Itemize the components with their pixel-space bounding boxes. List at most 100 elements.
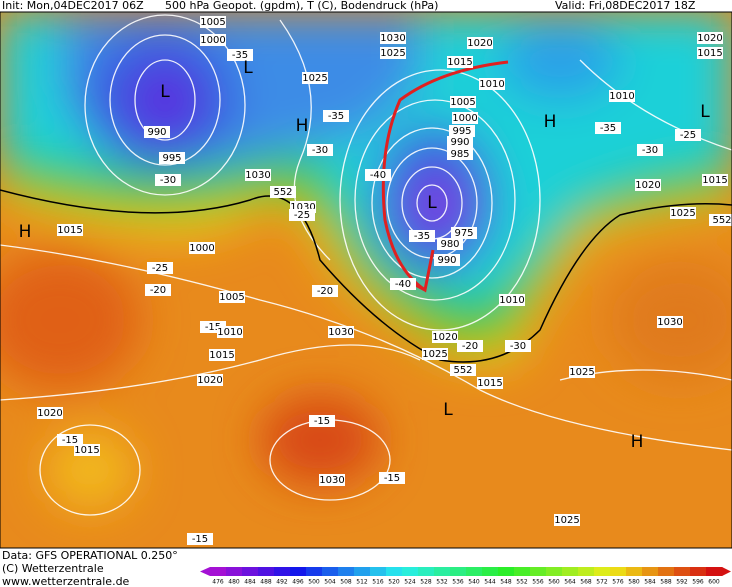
colorbar-label: 524	[404, 579, 416, 586]
colorbar-label: 600	[708, 579, 720, 586]
contour-label: 1020	[432, 332, 457, 343]
colorbar-cell	[626, 567, 643, 576]
colorbar-label: 544	[484, 579, 496, 586]
contour-label: 1030	[657, 317, 682, 328]
contour-label: -40	[370, 170, 386, 181]
label-box	[37, 407, 63, 419]
contour-label: 990	[147, 127, 166, 138]
contour-label: 1020	[37, 408, 62, 419]
label-box	[319, 474, 345, 486]
contour-label: 990	[437, 255, 456, 266]
contour-label: -15	[62, 435, 78, 446]
label-box	[451, 227, 477, 239]
label-box	[449, 125, 475, 137]
contour-label: 1000	[200, 35, 225, 46]
label-box	[452, 112, 478, 124]
label-box	[409, 230, 435, 242]
contour-label: 1020	[467, 38, 492, 49]
label-box	[219, 291, 245, 303]
contour-label: 1025	[302, 73, 327, 84]
colorbar-cell	[210, 567, 227, 576]
colorbar-cell	[498, 567, 515, 576]
colorbar-label: 500	[308, 579, 320, 586]
label-box	[200, 16, 226, 28]
label-box	[307, 144, 333, 156]
colorbar-label: 492	[276, 579, 288, 586]
colorbar-label: 528	[420, 579, 432, 586]
label-box	[187, 533, 213, 545]
contour-label: 1015	[74, 445, 99, 456]
label-box	[467, 37, 493, 49]
contour-label: 1025	[380, 48, 405, 59]
label-box	[323, 110, 349, 122]
init-time: Init: Mon,04DEC2017 06Z	[2, 0, 144, 12]
contour-label: 1015	[477, 378, 502, 389]
colorbar-label: 516	[372, 579, 384, 586]
colorbar-cell	[610, 567, 627, 576]
colorbar-label: 576	[612, 579, 624, 586]
contour-label: 552	[273, 187, 292, 198]
colorbar-cell	[578, 567, 595, 576]
label-box	[57, 224, 83, 236]
contour-label: -30	[312, 145, 328, 156]
colorbar-cell	[402, 567, 419, 576]
contour-label: 1015	[702, 175, 727, 186]
pressure-center: H	[631, 432, 644, 452]
label-box	[477, 377, 503, 389]
contour-label: 975	[454, 228, 473, 239]
label-box	[217, 326, 243, 338]
colorbar-label: 508	[340, 579, 352, 586]
label-box	[434, 254, 460, 266]
colorbar-cell	[434, 567, 451, 576]
colorbar-label: 484	[244, 579, 256, 586]
colorbar-cell	[546, 567, 563, 576]
label-box	[569, 366, 595, 378]
label-box	[159, 152, 185, 164]
colorbar-cell	[258, 567, 275, 576]
colorbar-cell	[514, 567, 531, 576]
contour-label: 1015	[57, 225, 82, 236]
contour-label: 1005	[450, 97, 475, 108]
label-box	[447, 136, 473, 148]
label-box	[709, 214, 732, 226]
contour-label: -30	[510, 341, 526, 352]
contour-label: -20	[150, 285, 166, 296]
contour-label: 1005	[200, 17, 225, 28]
label-box	[200, 34, 226, 46]
contour-label: 1010	[479, 79, 504, 90]
contour-label: -35	[328, 111, 344, 122]
colorbar-label: 540	[468, 579, 480, 586]
colorbar-cell	[386, 567, 403, 576]
pressure-center: H	[19, 222, 32, 242]
label-box	[209, 349, 235, 361]
data-source: Data: GFS OPERATIONAL 0.250°	[2, 549, 178, 562]
label-box	[365, 169, 391, 181]
website: www.wetterzentrale.de	[2, 575, 130, 587]
contour-label: 1010	[499, 295, 524, 306]
pressure-center: L	[160, 82, 170, 102]
contour-label: 1010	[609, 91, 634, 102]
contour-label: 1015	[209, 350, 234, 361]
contour-label: -30	[160, 175, 176, 186]
colorbar-label: 548	[500, 579, 512, 586]
colorbar-label: 588	[660, 579, 672, 586]
pressure-center: L	[243, 58, 253, 78]
colorbar-end	[722, 567, 731, 576]
colorbar-cell	[322, 567, 339, 576]
contour-label: 1005	[219, 292, 244, 303]
colorbar-label: 592	[676, 579, 688, 586]
colorbar-label: 496	[292, 579, 304, 586]
contour-label: 1030	[328, 327, 353, 338]
contour-label: 1030	[245, 170, 270, 181]
pressure-center: H	[544, 112, 557, 132]
colorbar-cell	[690, 567, 707, 576]
label-box	[289, 209, 315, 221]
colorbar-end	[200, 567, 210, 576]
contour-label: -25	[152, 263, 168, 274]
colorbar-cell	[306, 567, 323, 576]
contour-label: 985	[450, 149, 469, 160]
pressure-center: L	[700, 102, 710, 122]
label-box	[74, 444, 100, 456]
colorbar-cell	[530, 567, 547, 576]
